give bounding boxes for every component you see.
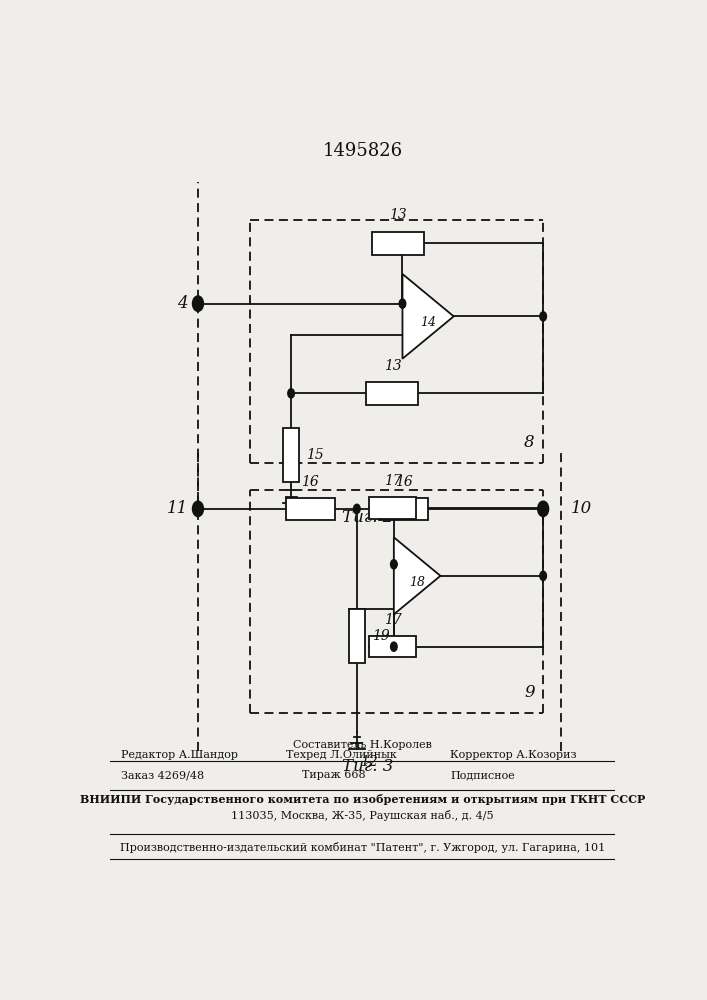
Text: Техред Л.Олийнык: Техред Л.Олийнык bbox=[286, 750, 397, 760]
Text: Τиг. 2: Τиг. 2 bbox=[342, 509, 394, 526]
Text: 11: 11 bbox=[167, 500, 188, 517]
Text: Составитель Н.Королев: Составитель Н.Королев bbox=[293, 740, 432, 750]
Bar bbox=[372, 232, 424, 255]
Circle shape bbox=[538, 501, 549, 517]
Text: 12: 12 bbox=[294, 509, 312, 523]
Bar bbox=[369, 636, 416, 657]
Polygon shape bbox=[402, 274, 454, 359]
Text: 13: 13 bbox=[384, 359, 402, 373]
Circle shape bbox=[390, 642, 397, 651]
Circle shape bbox=[192, 501, 204, 517]
Text: Подписное: Подписное bbox=[450, 770, 515, 780]
Bar bbox=[286, 498, 335, 520]
Bar bbox=[379, 498, 428, 520]
Text: 15: 15 bbox=[306, 448, 324, 462]
Text: 1495826: 1495826 bbox=[322, 142, 402, 160]
Bar bbox=[349, 609, 365, 663]
Circle shape bbox=[288, 389, 294, 398]
Circle shape bbox=[540, 312, 547, 321]
Text: 16: 16 bbox=[301, 475, 319, 489]
Text: 10: 10 bbox=[571, 500, 592, 517]
Text: 19: 19 bbox=[372, 629, 390, 643]
Circle shape bbox=[354, 504, 360, 513]
Text: 8: 8 bbox=[524, 434, 534, 451]
Text: Заказ 4269/48: Заказ 4269/48 bbox=[122, 770, 204, 780]
Text: 18: 18 bbox=[409, 576, 425, 588]
Circle shape bbox=[192, 296, 204, 311]
Bar bbox=[369, 497, 416, 519]
Text: Производственно-издательский комбинат "Патент", г. Ужгород, ул. Гагарина, 101: Производственно-издательский комбинат "П… bbox=[119, 842, 605, 853]
Text: 113035, Москва, Ж-35, Раушская наб., д. 4/5: 113035, Москва, Ж-35, Раушская наб., д. … bbox=[231, 810, 493, 821]
Polygon shape bbox=[394, 537, 440, 614]
Text: 13: 13 bbox=[389, 208, 407, 222]
Text: 14: 14 bbox=[420, 316, 436, 329]
Text: ВНИИПИ Государственного комитета по изобретениям и открытиям при ГКНТ СССР: ВНИИПИ Государственного комитета по изоб… bbox=[80, 794, 645, 805]
Text: Корректор А.Козориз: Корректор А.Козориз bbox=[450, 750, 576, 760]
Circle shape bbox=[540, 571, 547, 580]
Text: Τиг. 3: Τиг. 3 bbox=[342, 758, 394, 775]
Text: 12: 12 bbox=[360, 755, 378, 769]
Circle shape bbox=[390, 560, 397, 569]
Text: 16: 16 bbox=[395, 475, 412, 489]
Text: Тираж 668: Тираж 668 bbox=[302, 770, 366, 780]
Bar bbox=[283, 428, 299, 482]
Text: 17: 17 bbox=[384, 613, 402, 627]
Text: 17: 17 bbox=[384, 474, 402, 488]
Circle shape bbox=[399, 299, 406, 308]
Bar bbox=[366, 382, 419, 405]
Text: 4: 4 bbox=[177, 295, 188, 312]
Text: 9: 9 bbox=[524, 684, 534, 701]
Text: Редактор А.Шандор: Редактор А.Шандор bbox=[122, 750, 238, 760]
